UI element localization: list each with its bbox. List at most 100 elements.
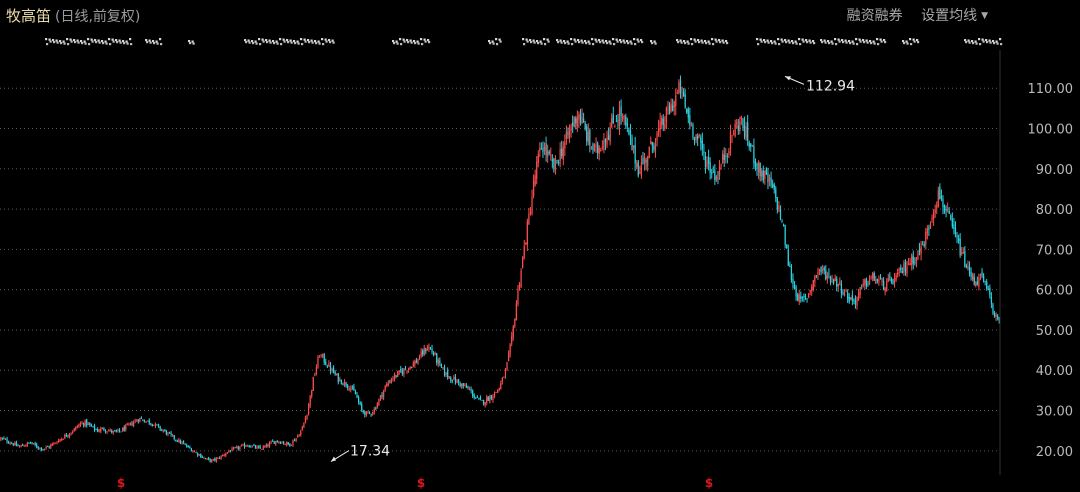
candle-body: [78, 424, 80, 427]
candle-body: [481, 400, 483, 401]
dividend-marker[interactable]: $: [705, 476, 713, 490]
strip-dot: [989, 41, 992, 44]
strip-dot: [852, 42, 855, 45]
candle-body: [851, 294, 853, 301]
candle-body: [975, 282, 977, 286]
candle-body: [468, 389, 471, 391]
candle-body: [218, 457, 221, 459]
strip-dot: [842, 41, 845, 44]
strip-dot: [686, 40, 689, 43]
strip-dot: [903, 42, 906, 45]
strip-dot: [719, 41, 722, 44]
high-arrow-head: [785, 76, 791, 81]
candle-body: [912, 256, 914, 264]
candle-body: [340, 380, 343, 385]
candle-body: [92, 425, 94, 427]
strip-dot: [94, 39, 97, 42]
strip-dot: [252, 42, 255, 45]
candle-body: [286, 442, 288, 445]
candle-body: [303, 422, 305, 428]
strip-dot: [780, 38, 783, 41]
strip-dot: [763, 39, 766, 42]
set-moving-average-label: 设置均线: [921, 8, 978, 24]
candle-body: [440, 363, 443, 368]
candle-body: [951, 219, 953, 227]
price-tick-label: 100.00: [1028, 122, 1074, 137]
strip-dot: [280, 43, 283, 46]
strip-dot: [49, 40, 52, 43]
strip-dot: [809, 41, 812, 44]
candle-body: [498, 388, 500, 390]
candle-body: [31, 442, 33, 444]
strip-dot: [286, 39, 289, 42]
strip-dot: [300, 38, 303, 41]
candle-body: [672, 105, 674, 112]
candle-body: [89, 422, 91, 426]
candle-body: [364, 411, 366, 416]
candle-body: [597, 142, 599, 153]
candle-body: [247, 445, 249, 447]
strip-dot: [855, 38, 858, 41]
candle-body: [251, 445, 253, 447]
strip-dot: [715, 40, 718, 43]
strip-dot: [622, 39, 625, 42]
candle-body: [804, 296, 807, 298]
candle-body: [428, 346, 430, 349]
strip-dot: [851, 40, 854, 43]
strip-dot: [828, 42, 831, 45]
strip-dot: [794, 40, 797, 43]
candle-body: [617, 119, 619, 122]
strip-dot: [283, 40, 286, 43]
dividend-marker[interactable]: $: [417, 476, 425, 490]
candle-body: [70, 433, 72, 434]
strip-dot: [109, 43, 112, 46]
price-tick-label: 60.00: [1036, 284, 1073, 299]
strip-dot: [547, 40, 550, 43]
candle-body: [343, 381, 346, 386]
candle-body: [643, 156, 646, 164]
strip-dot: [974, 40, 977, 43]
strip-dot: [787, 39, 790, 42]
candle-body: [179, 439, 182, 444]
candle-body: [59, 439, 61, 441]
candle-body: [726, 155, 728, 157]
strip-dot: [268, 39, 271, 42]
strip-dot: [620, 41, 623, 44]
strip-dot: [992, 40, 995, 43]
candle-body: [415, 360, 418, 363]
strip-dot: [637, 40, 640, 43]
candle-body: [592, 144, 594, 151]
candle-body: [939, 186, 941, 199]
candle-body: [828, 273, 830, 275]
strip-dot: [88, 43, 91, 46]
strip-dot: [557, 41, 560, 44]
strip-dot: [971, 40, 974, 43]
candle-body: [451, 379, 453, 382]
candle-body: [826, 275, 828, 279]
candle-body: [306, 414, 308, 419]
candle-body: [940, 196, 943, 199]
strip-dot: [570, 38, 573, 41]
candle-body: [378, 399, 380, 405]
candle-body: [684, 94, 686, 108]
strip-dot: [848, 40, 851, 43]
candle-body: [264, 446, 266, 448]
candle-body: [229, 450, 232, 452]
candle-body: [676, 93, 678, 95]
set-moving-average-button[interactable]: 设置均线 ▼: [921, 7, 988, 25]
candle-body: [845, 290, 847, 292]
candle-body: [567, 132, 569, 136]
strip-dot: [707, 40, 710, 43]
dividend-marker[interactable]: $: [117, 476, 125, 490]
margin-trading-button[interactable]: 融资融券: [846, 8, 903, 24]
strip-dot: [526, 40, 529, 43]
chart-title-group: 牧高笛 (日线,前复权): [6, 7, 140, 26]
candle-body: [409, 366, 411, 369]
price-tick-label: 90.00: [1036, 163, 1073, 178]
candle-body: [122, 428, 124, 432]
strip-dot: [290, 41, 293, 44]
strip-dot: [48, 38, 51, 41]
strip-dot: [795, 42, 798, 45]
strip-dot: [995, 40, 998, 43]
